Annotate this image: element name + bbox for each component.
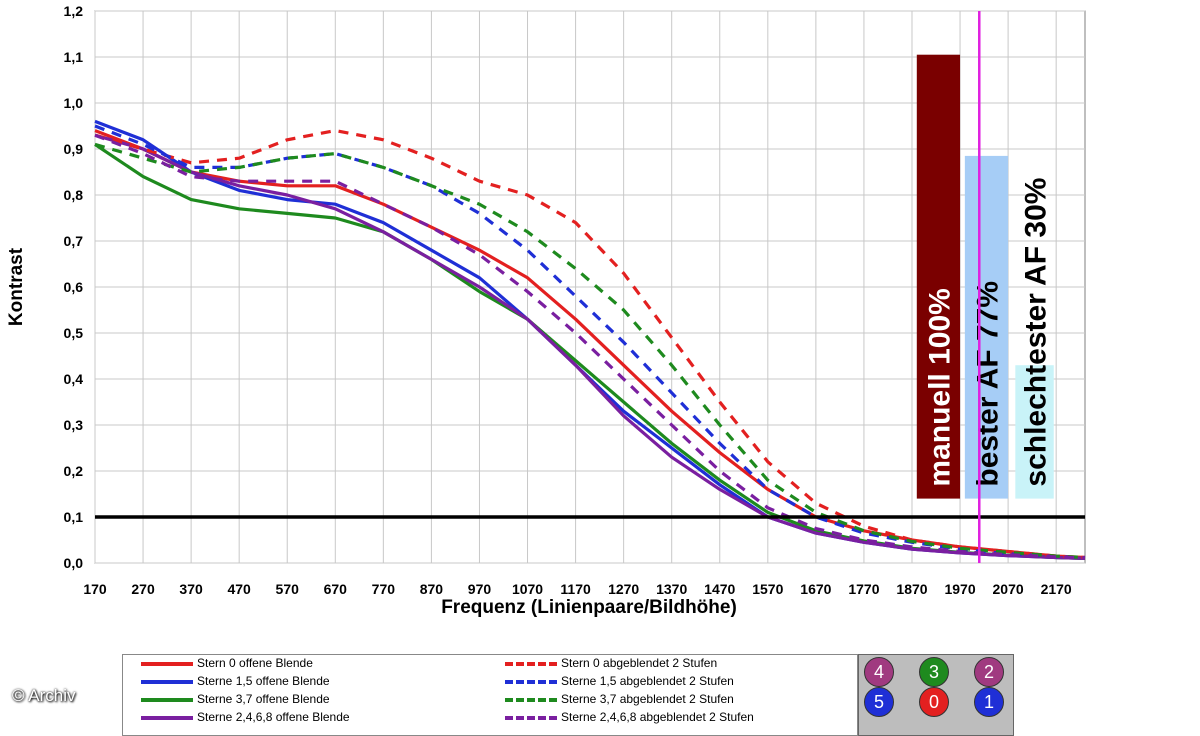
star-marker: 5 xyxy=(864,687,894,717)
x-tick-label: 1670 xyxy=(800,581,831,597)
legend-label: Sterne 2,4,6,8 offene Blende xyxy=(197,710,350,724)
x-tick-label: 970 xyxy=(468,581,492,597)
image-credit: © Archiv xyxy=(12,686,76,705)
y-tick-label: 0,6 xyxy=(64,279,84,295)
x-tick-label: 870 xyxy=(420,581,444,597)
star-marker: 4 xyxy=(864,657,894,687)
legend-label: Sterne 1,5 offene Blende xyxy=(197,674,330,688)
series-line xyxy=(94,129,1086,560)
chart: manuell 100% bester AF 77% schlechtester A… xyxy=(6,3,1086,618)
y-tick-label: 0,7 xyxy=(64,233,84,249)
percentage-bars: manuell 100% bester AF 77% schlechtester A… xyxy=(916,54,1054,499)
x-tick-label: 1170 xyxy=(560,581,591,597)
x-axis-title: Frequenz (Linienpaare/Bildhöhe) xyxy=(441,597,737,618)
y-axis-title: Kontrast xyxy=(6,247,27,326)
x-tick-label: 270 xyxy=(131,581,155,597)
legend-swatch xyxy=(141,698,193,702)
y-tick-label: 0,1 xyxy=(64,509,84,525)
x-tick-label: 370 xyxy=(179,581,203,597)
axis-ticks: 170 270 370 470 570 670 770 870 970 1070 1170 1270 1… xyxy=(64,3,1072,597)
legend-label: Sterne 1,5 abgeblendet 2 Stufen xyxy=(561,674,734,688)
y-tick-label: 0,9 xyxy=(64,141,84,157)
x-tick-label: 1470 xyxy=(704,581,735,597)
star-marker: 2 xyxy=(974,657,1004,687)
y-tick-label: 0,5 xyxy=(64,325,84,341)
series-line xyxy=(94,133,1086,560)
series-line xyxy=(94,129,1086,560)
legend-swatch xyxy=(141,680,193,684)
legend-label: Sterne 2,4,6,8 abgeblendet 2 Stufen xyxy=(561,710,754,724)
legend-swatch xyxy=(505,698,557,702)
legend-label: Stern 0 offene Blende xyxy=(197,656,313,670)
x-tick-label: 1970 xyxy=(944,581,975,597)
x-tick-label: 170 xyxy=(83,581,107,597)
star-marker: 0 xyxy=(919,687,949,717)
y-tick-label: 0,8 xyxy=(64,187,84,203)
x-tick-label: 1570 xyxy=(752,581,783,597)
series-line xyxy=(94,142,1086,560)
legend: Stern 0 offene Blende Sterne 1,5 offene B… xyxy=(122,654,858,736)
legend-label: Sterne 3,7 abgeblendet 2 Stufen xyxy=(561,692,734,706)
x-tick-label: 2070 xyxy=(993,581,1024,597)
y-tick-label: 1,0 xyxy=(64,95,84,111)
y-tick-label: 0,2 xyxy=(64,463,84,479)
percentage-bar xyxy=(916,54,961,499)
y-tick-label: 1,1 xyxy=(64,49,84,65)
y-tick-label: 0,3 xyxy=(64,417,84,433)
x-tick-label: 570 xyxy=(276,581,300,597)
legend-swatch xyxy=(141,716,193,720)
legend-label: Sterne 3,7 offene Blende xyxy=(197,692,330,706)
x-tick-label: 470 xyxy=(227,581,251,597)
series-line xyxy=(94,124,1086,560)
reference-lines xyxy=(95,11,1085,563)
percentage-bar-label: manuell 100% xyxy=(923,288,956,486)
percentage-bar-label: bester AF 77% xyxy=(971,281,1004,487)
x-tick-label: 670 xyxy=(324,581,348,597)
percentage-bar xyxy=(964,155,1009,499)
percentage-bar xyxy=(1015,365,1054,499)
legend-swatch xyxy=(505,716,557,720)
x-tick-label: 1270 xyxy=(608,581,639,597)
x-tick-label: 2170 xyxy=(1041,581,1072,597)
star-marker: 3 xyxy=(919,657,949,687)
legend-swatch xyxy=(505,680,557,684)
legend-swatch xyxy=(505,662,557,666)
y-tick-label: 0,0 xyxy=(64,555,84,571)
x-tick-label: 1370 xyxy=(656,581,687,597)
y-tick-label: 1,2 xyxy=(64,3,84,19)
legend-swatch xyxy=(141,662,193,666)
star-marker: 1 xyxy=(974,687,1004,717)
y-tick-label: 0,4 xyxy=(64,371,84,387)
x-tick-label: 1770 xyxy=(848,581,879,597)
x-tick-label: 1870 xyxy=(896,581,927,597)
percentage-bar-label: schlechtester AF 30% xyxy=(1020,178,1053,487)
legend-label: Stern 0 abgeblendet 2 Stufen xyxy=(561,656,718,670)
x-tick-label: 1070 xyxy=(512,581,543,597)
x-tick-label: 770 xyxy=(372,581,396,597)
series-lines xyxy=(94,119,1086,560)
